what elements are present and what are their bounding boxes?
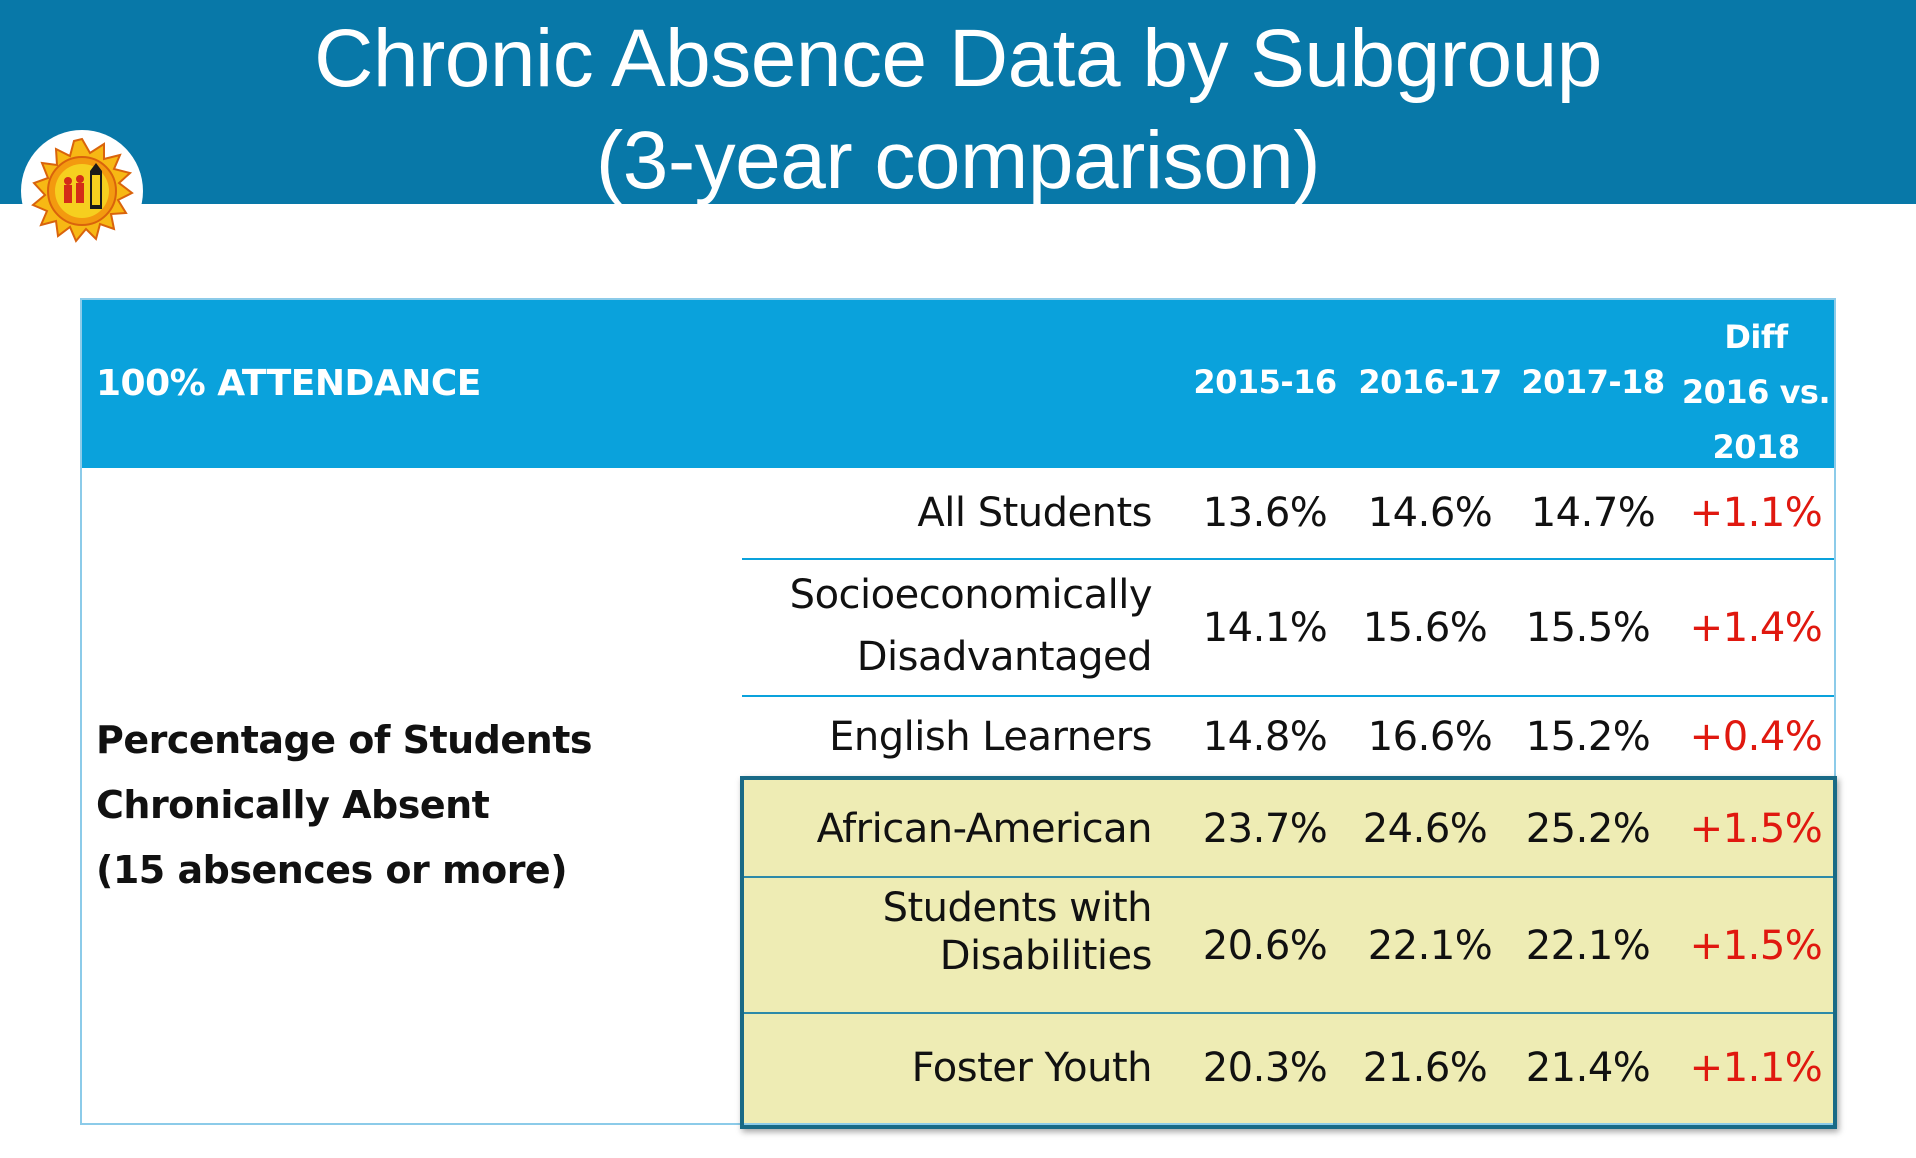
- table-header: 100% ATTENDANCE 2015-16 2016-17 2017-18 …: [82, 300, 1834, 468]
- value-2017-18: 15.5%: [1525, 605, 1651, 651]
- table-row: African-American 23.7% 24.6% 25.2% +1.5%: [742, 777, 1834, 878]
- table-row: English Learners 14.8% 16.6% 15.2% +0.4%: [742, 697, 1834, 777]
- table-row: All Students 13.6% 14.6% 14.7% +1.1%: [742, 468, 1834, 560]
- row-group-label-line-3: (15 absences or more): [96, 848, 568, 892]
- value-diff: +1.5%: [1689, 806, 1823, 852]
- row-group-label: Percentage of Students Chronically Absen…: [96, 708, 593, 903]
- value-2015-16: 13.6%: [1202, 490, 1328, 536]
- value-2017-18: 22.1%: [1525, 923, 1651, 969]
- attendance-table: 100% ATTENDANCE 2015-16 2016-17 2017-18 …: [80, 298, 1836, 1125]
- school-district-seal-icon: [21, 130, 143, 252]
- header-label: 100% ATTENDANCE: [96, 363, 481, 404]
- row-name: Students with Disabilities: [882, 884, 1153, 980]
- value-2015-16: 14.8%: [1202, 714, 1328, 760]
- title-line-2: (3-year comparison): [595, 115, 1321, 206]
- value-2016-17: 16.6%: [1367, 714, 1493, 760]
- value-diff: +1.1%: [1689, 490, 1823, 536]
- row-name: All Students: [917, 490, 1152, 536]
- highlighted-subgroups-box: [740, 776, 1837, 1129]
- seal-graphic: [31, 137, 134, 243]
- value-2016-17: 22.1%: [1367, 923, 1493, 969]
- diff-header-line-3: 2018: [1712, 428, 1800, 466]
- table-row: Socioeconomically Disadvantaged 14.1% 15…: [742, 560, 1834, 697]
- value-diff: +0.4%: [1689, 714, 1823, 760]
- value-2016-17: 15.6%: [1362, 605, 1488, 651]
- slide-title: Chronic Absence Data by Subgroup (3-year…: [0, 8, 1916, 212]
- row-divider: [742, 1012, 1834, 1014]
- table-row: Foster Youth 20.3% 21.6% 21.4% +1.1%: [742, 1014, 1834, 1123]
- value-2017-18: 21.4%: [1525, 1045, 1651, 1091]
- table-row: Students with Disabilities 20.6% 22.1% 2…: [742, 878, 1834, 1014]
- value-diff: +1.4%: [1689, 605, 1823, 651]
- value-2017-18: 14.7%: [1530, 490, 1656, 536]
- row-name: Foster Youth: [911, 1045, 1153, 1091]
- title-line-1: Chronic Absence Data by Subgroup: [314, 13, 1602, 104]
- diff-header-line-2: 2016 vs.: [1681, 373, 1831, 411]
- value-2016-17: 24.6%: [1362, 806, 1488, 852]
- value-2015-16: 20.3%: [1202, 1045, 1328, 1091]
- row-name-line-2: Disabilities: [939, 933, 1153, 979]
- row-name: African-American: [816, 806, 1153, 852]
- value-2016-17: 14.6%: [1367, 490, 1493, 536]
- row-group-label-line-1: Percentage of Students: [96, 718, 593, 762]
- row-divider: [742, 876, 1834, 878]
- column-header-2017-18: 2017-18: [1521, 363, 1665, 401]
- title-banner: [0, 0, 1916, 204]
- row-name: Socioeconomically Disadvantaged: [789, 564, 1153, 688]
- row-divider: [742, 558, 1834, 560]
- row-name-line-1: Socioeconomically: [789, 572, 1153, 618]
- value-2015-16: 23.7%: [1202, 806, 1328, 852]
- column-header-2015-16: 2015-16: [1193, 363, 1337, 401]
- value-2015-16: 20.6%: [1202, 923, 1328, 969]
- row-name-line-2: Disadvantaged: [856, 634, 1153, 680]
- row-name-line-1: Students with: [882, 885, 1153, 931]
- row-group-label-line-2: Chronically Absent: [96, 783, 490, 827]
- column-header-2016-17: 2016-17: [1358, 363, 1502, 401]
- value-2015-16: 14.1%: [1202, 605, 1328, 651]
- value-2017-18: 25.2%: [1525, 806, 1651, 852]
- value-diff: +1.1%: [1689, 1045, 1823, 1091]
- value-2017-18: 15.2%: [1525, 714, 1651, 760]
- value-diff: +1.5%: [1689, 923, 1823, 969]
- column-header-diff: Diff 2016 vs. 2018: [1676, 310, 1836, 475]
- row-name: English Learners: [829, 714, 1152, 760]
- value-2016-17: 21.6%: [1362, 1045, 1488, 1091]
- row-divider: [742, 695, 1834, 697]
- diff-header-line-1: Diff: [1724, 318, 1788, 356]
